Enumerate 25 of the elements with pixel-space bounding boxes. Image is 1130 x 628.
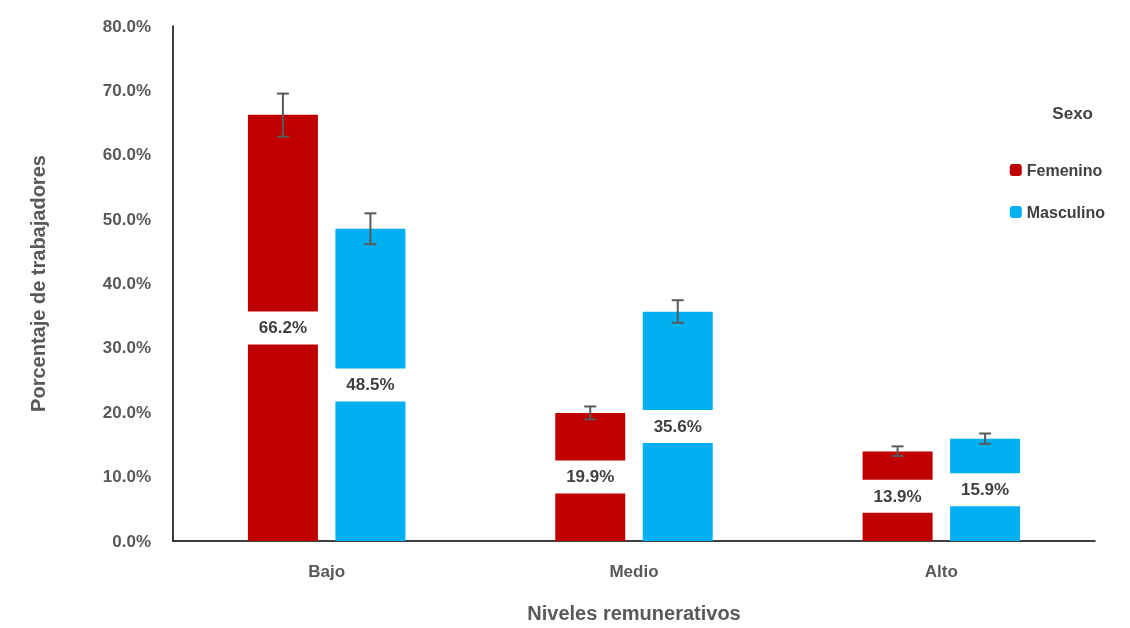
y-tick-label: 50.0% bbox=[102, 209, 151, 229]
data-label: 35.6% bbox=[653, 416, 702, 436]
legend-label: Femenino bbox=[1026, 161, 1103, 179]
data-label: 48.5% bbox=[346, 375, 395, 395]
x-axis-title: Niveles remunerativos bbox=[527, 602, 741, 624]
y-tick-label: 0.0% bbox=[112, 531, 151, 551]
y-tick-label: 60.0% bbox=[102, 145, 151, 165]
bar bbox=[335, 228, 406, 541]
y-tick-label: 30.0% bbox=[102, 338, 151, 358]
data-label: 13.9% bbox=[873, 486, 922, 506]
y-tick-label: 70.0% bbox=[102, 80, 151, 100]
legend-label: Masculino bbox=[1026, 203, 1106, 221]
y-tick-label: 20.0% bbox=[102, 402, 151, 422]
x-tick-label: Medio bbox=[609, 562, 659, 581]
x-tick-label: Alto bbox=[924, 562, 958, 581]
bar bbox=[247, 114, 318, 541]
y-tick-label: 40.0% bbox=[102, 274, 151, 293]
y-axis-title: Porcentaje de trabajadores bbox=[27, 155, 49, 412]
legend-title: Sexo bbox=[1052, 104, 1094, 123]
y-tick-label: 80.0% bbox=[102, 16, 151, 36]
y-tick-label: 10.0% bbox=[102, 467, 151, 487]
x-tick-label: Bajo bbox=[308, 562, 346, 581]
data-label: 19.9% bbox=[566, 467, 615, 487]
data-label: 15.9% bbox=[960, 480, 1010, 500]
data-label: 66.2% bbox=[258, 318, 308, 338]
